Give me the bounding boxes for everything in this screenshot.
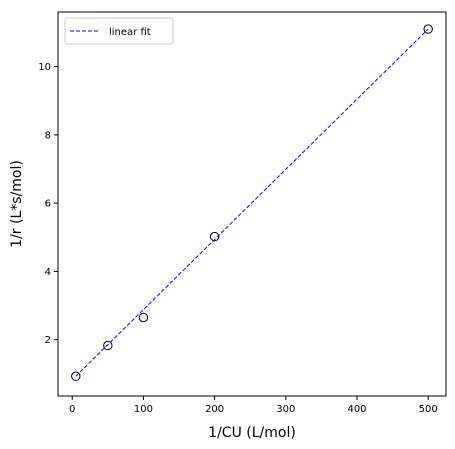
data-point <box>71 371 81 381</box>
y-tick-label: 10 <box>38 62 51 73</box>
x-tick-label: 500 <box>419 404 438 415</box>
x-axis: 0 100 200 300 400 500 <box>69 396 438 415</box>
data-point <box>209 231 220 242</box>
y-tick-label: 2 <box>45 335 51 346</box>
data-point <box>103 340 113 351</box>
x-tick-label: 400 <box>347 404 366 415</box>
legend-entry-linear-fit: linear fit <box>109 27 151 38</box>
x-tick-label: 200 <box>205 404 224 415</box>
data-point <box>423 24 433 34</box>
y-axis-label: 1/r (L*s/mol) <box>9 160 25 248</box>
legend: linear fit <box>64 17 174 45</box>
x-tick-label: 100 <box>134 404 153 415</box>
x-tick-label: 300 <box>276 404 295 415</box>
data-point <box>138 312 149 323</box>
x-tick-label: 0 <box>69 404 75 415</box>
legend-box <box>64 17 174 45</box>
y-tick-label: 4 <box>45 267 51 278</box>
x-axis-label: 1/CU (L/mol) <box>208 425 296 441</box>
y-axis: 2 4 6 8 10 <box>38 62 58 346</box>
plot-area <box>71 24 433 381</box>
y-tick-label: 8 <box>45 130 51 141</box>
y-tick-label: 6 <box>45 199 51 210</box>
series-line-linear-fit <box>75 28 429 377</box>
plot-frame <box>57 11 447 397</box>
